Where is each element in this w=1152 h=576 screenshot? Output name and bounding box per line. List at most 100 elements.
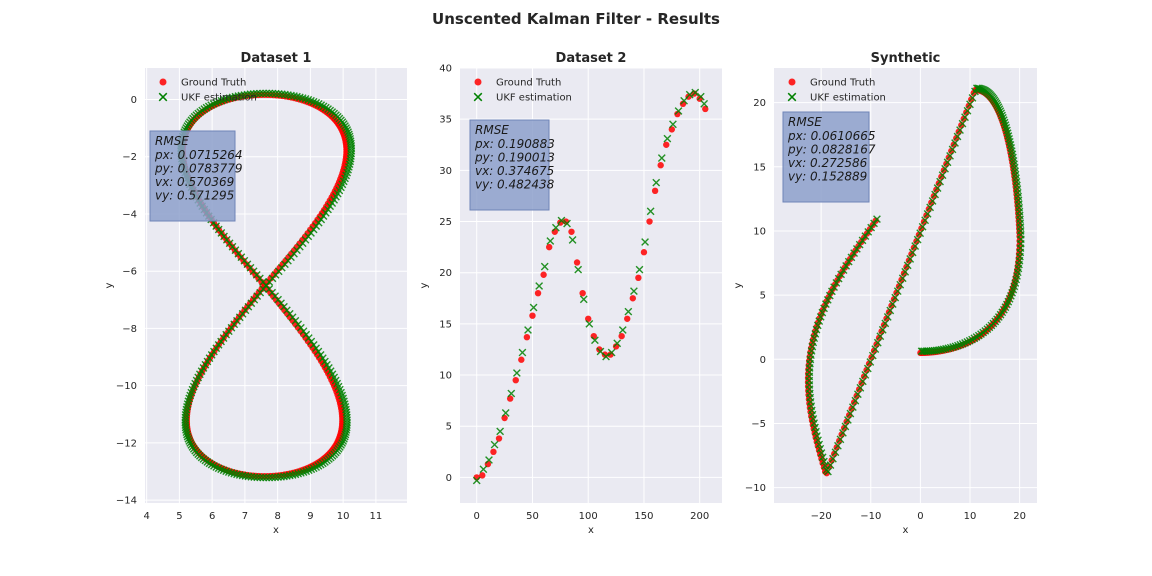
y-tick-label: 0 [760,355,766,366]
ukf-estimation-point [182,428,191,437]
rmse-box-background [149,130,236,222]
ukf-estimation-point [472,476,481,485]
y-axis-label: y [104,282,115,288]
legend: Ground Truth UKF estimation [787,78,886,104]
y-tick-label: 20 [753,98,766,109]
y-tick-label: 15 [439,319,452,330]
ukf-estimation-point [183,432,192,441]
ukf-estimation-point [344,130,353,139]
ukf-estimation-point [938,171,947,180]
ukf-estimation-point [829,454,837,463]
ukf-estimation-point [861,232,870,240]
ukf-estimation-point [864,227,873,236]
ukf-estimation-point [958,339,967,348]
ukf-estimation-point [893,287,902,296]
ukf-estimation-point [818,308,827,317]
rmse-value: vx: 0.570369 [155,175,234,189]
ukf-estimation-point [823,295,832,304]
rmse-value: vy: 0.571295 [155,189,234,203]
ukf-estimation-point [956,340,965,349]
ukf-estimation-point [951,342,960,351]
ukf-estimation-point [855,240,864,249]
rmse-title: RMSE [788,115,822,129]
ground-truth-point [490,448,497,456]
y-tick-label: −8 [122,324,137,335]
ukf-estimation-point [314,347,323,356]
ukf-estimation-point [557,216,566,225]
ukf-estimation-point [296,469,305,477]
ukf-estimation-point [830,283,838,292]
ukf-estimation-point [863,364,872,373]
series-ukf-estimation [472,88,709,485]
x-tick-label: 11 [370,511,383,522]
ukf-estimation-point [999,113,1007,122]
ukf-estimation-point [871,345,880,354]
x-tick-label: 10 [964,511,977,522]
x-tick-label: 0 [917,511,923,522]
legend-marker-ukf-estimation [787,92,797,102]
ukf-estimation-point [844,416,852,424]
ukf-estimation-point [284,91,292,99]
rmse-box-background [782,111,870,203]
x-tick-label: 200 [690,511,709,522]
ukf-estimation-point [918,222,927,231]
legend-label: UKF estimation [810,93,886,104]
ukf-estimation-point [1003,126,1011,135]
ukf-estimation-point [277,90,286,99]
ukf-estimation-point [1000,118,1009,127]
ukf-estimation-point [524,326,532,334]
x-tick-label: −20 [811,511,832,522]
ukf-estimation-point [246,90,255,99]
legend-label: Ground Truth [810,78,875,89]
ukf-estimation-point [850,249,859,258]
ukf-estimation-point [961,113,969,122]
ukf-estimation-point [852,244,861,253]
ground-truth-point [629,295,637,302]
ukf-estimation-point [839,429,847,437]
ukf-estimation-point [607,348,616,357]
ukf-estimation-point [304,466,313,475]
ukf-estimation-point [302,467,311,476]
ukf-estimation-point [529,303,538,312]
legend-label: UKF estimation [496,93,572,104]
ukf-estimation-point [870,219,878,228]
ukf-estimation-point [813,321,822,330]
ukf-estimation-point [585,319,594,328]
ukf-estimation-point [936,177,944,186]
ukf-estimation-point [340,434,348,443]
ukf-estimation-point [185,437,194,445]
ukf-estimation-point [207,460,216,469]
ukf-estimation-point [816,313,825,321]
ukf-estimation-point [931,190,939,199]
ukf-estimation-point [309,464,318,473]
x-axis-label: x [588,525,594,536]
ukf-estimation-point [663,134,672,143]
ukf-estimation-point [340,432,349,441]
x-tick-label: 9 [307,511,313,522]
ground-truth-point [657,162,664,169]
data-layer [472,88,709,485]
ukf-estimation-point [602,352,610,361]
ukf-estimation-point [956,126,964,134]
ground-truth-point [529,312,536,319]
legend-marker-ground-truth [474,78,482,86]
ukf-estimation-point [184,434,193,443]
ukf-estimation-point [1003,129,1012,138]
ukf-estimation-point [951,139,959,147]
ukf-estimation-point [252,89,261,98]
ukf-estimation-point [958,119,967,128]
ukf-estimation-point [613,339,622,348]
ukf-estimation-point [496,427,505,436]
ukf-estimation-point [953,132,962,141]
legend-label: UKF estimation [181,93,257,104]
x-tick-label: 7 [242,511,248,522]
ukf-estimation-point [946,151,954,160]
ukf-estimation-point [271,89,280,98]
rmse-value: px: 0.0610665 [787,129,875,143]
ukf-estimation-point [259,473,268,482]
y-tick-label: 10 [753,226,766,237]
ground-truth-point [534,289,542,297]
ukf-estimation-point [841,422,850,431]
